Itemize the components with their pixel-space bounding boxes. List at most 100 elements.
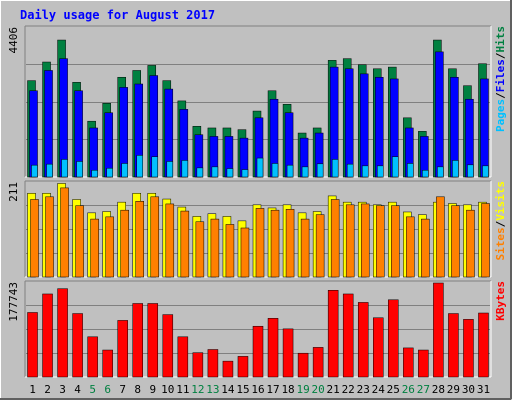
bar-pages [452, 160, 459, 178]
bar-pages [121, 163, 128, 178]
x-tick-label: 21 [327, 383, 340, 396]
x-tick-label: 20 [312, 383, 325, 396]
bar-pages [166, 161, 174, 178]
bar-sites [165, 203, 175, 278]
bar-sites [255, 208, 265, 278]
bar-kbytes [27, 312, 38, 378]
bar-kbytes [42, 293, 53, 378]
bar-sites [240, 227, 250, 278]
bar-sites [300, 218, 310, 278]
x-tick-label: 24 [372, 383, 386, 396]
bar-pages [346, 163, 354, 178]
bar-kbytes [207, 349, 219, 378]
bar-sites [210, 218, 220, 278]
y-max-label-visits: 211 [7, 182, 20, 202]
bar-pages [377, 165, 384, 178]
x-tick-label: 6 [104, 383, 111, 396]
bar-pages [256, 157, 264, 178]
x-tick-label: 3 [59, 383, 66, 396]
chart-title: Daily usage for August 2017 [20, 8, 215, 22]
bar-sites [421, 218, 430, 278]
x-tick-label: 5 [89, 383, 96, 396]
x-tick-label: 31 [477, 383, 490, 396]
bar-pages [151, 156, 159, 178]
bar-kbytes [147, 303, 159, 378]
x-tick-label: 29 [447, 383, 460, 396]
x-tick-label: 19 [296, 383, 309, 396]
bar-pages [136, 155, 143, 178]
bar-files [89, 127, 98, 178]
x-tick-label: 18 [281, 383, 294, 396]
bar-files [375, 76, 384, 178]
bar-files [29, 90, 38, 178]
bar-pages [286, 164, 294, 178]
x-tick-label: 28 [432, 383, 445, 396]
bar-pages [76, 161, 83, 178]
bar-kbytes [357, 302, 369, 378]
bar-sites [60, 187, 69, 278]
legend-entry: / [494, 92, 507, 99]
x-tick-label: 14 [221, 383, 235, 396]
bar-pages [91, 169, 98, 178]
bar-sites [406, 216, 415, 278]
bar-kbytes [267, 318, 279, 378]
x-tick-label: 17 [266, 383, 279, 396]
bar-pages [482, 165, 489, 178]
bar-sites [315, 214, 325, 278]
x-tick-label: 30 [462, 383, 475, 396]
y-max-label-hits: 4406 [7, 27, 20, 54]
legend-entry: / [494, 220, 507, 227]
x-tick-label: 16 [251, 383, 264, 396]
bar-kbytes [478, 312, 489, 378]
bar-sites [45, 196, 54, 278]
bar-sites [376, 205, 385, 278]
bar-pages [392, 156, 399, 178]
bar-pages [316, 163, 324, 178]
bar-kbytes [433, 282, 444, 378]
bar-kbytes [282, 328, 294, 378]
x-tick-label: 12 [191, 383, 204, 396]
bar-pages [241, 169, 249, 178]
legend-entry: Sites [494, 227, 507, 260]
bar-kbytes [312, 347, 324, 378]
legend-entry: Hits [494, 26, 507, 53]
bar-pages [196, 167, 204, 178]
bar-pages [437, 166, 444, 178]
x-tick-label: 1 [29, 383, 36, 396]
legend-entry: Pages [494, 99, 507, 132]
bar-pages [226, 168, 234, 178]
legend-visits-sites: Sites/Visits [494, 181, 507, 261]
bar-files [104, 112, 113, 178]
bar-sites [345, 204, 355, 278]
bar-sites [195, 221, 205, 278]
bar-sites [285, 209, 295, 278]
bar-sites [120, 209, 129, 278]
bar-sites [105, 216, 114, 278]
bar-kbytes [87, 336, 98, 378]
bar-kbytes [388, 299, 399, 378]
panel-visits-sites: 211 Sites/Visits [7, 180, 507, 278]
bar-kbytes [373, 317, 384, 378]
bar-kbytes [177, 336, 189, 378]
bar-sites [330, 199, 340, 278]
x-tick-label: 10 [161, 383, 174, 396]
bar-sites [481, 203, 490, 278]
x-tick-label: 27 [417, 383, 430, 396]
bar-kbytes [57, 288, 68, 378]
legend-kbytes: KBytes [494, 281, 507, 321]
bar-sites [90, 218, 99, 278]
x-tick-label: 11 [176, 383, 189, 396]
legend-entry: Visits [494, 181, 507, 221]
x-tick-label: 15 [236, 383, 249, 396]
bar-kbytes [132, 303, 143, 378]
x-axis-labels: 1 2 3 4 5 6 7 8 9 10 11 12 13 14 15 16 17 18 19 20 21 22 23 24 2… [29, 383, 490, 396]
bar-sites [391, 205, 400, 278]
bar-sites [270, 209, 280, 278]
bar-pages [31, 164, 38, 178]
bar-kbytes [418, 349, 429, 378]
bar-sites [466, 209, 475, 278]
panel-kbytes: 177743 KBytes [7, 280, 507, 378]
bar-files [344, 68, 354, 178]
bar-sites [360, 203, 370, 278]
